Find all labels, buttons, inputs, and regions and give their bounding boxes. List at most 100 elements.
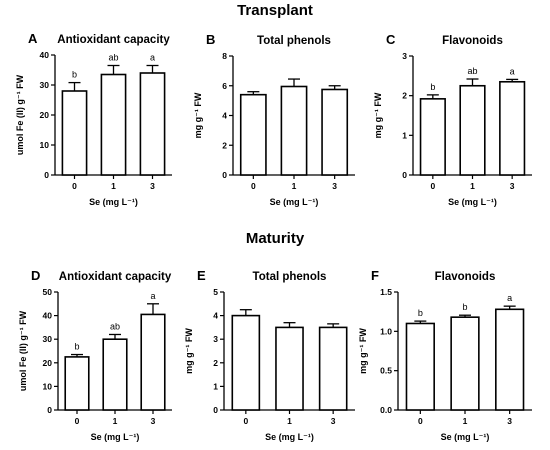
chart-panel-d: D Antioxidant capacity 0 10 20 30 40 50 b 0 ab 1 a 3 S… (18, 268, 172, 442)
y-axis-label: mg g⁻¹ FW (184, 328, 194, 374)
y-tick-label: 4 (222, 111, 227, 121)
chart-panels: A Antioxidant capacity010203040b0ab1a3Se … (15, 31, 532, 442)
y-tick-label: 6 (222, 81, 227, 91)
bar-1 (459, 84, 486, 176)
significance-letter: b (430, 82, 435, 92)
panel-letter: C (386, 32, 396, 47)
y-tick-label: 30 (40, 80, 50, 90)
y-axis-label: umol Fe (II) g⁻¹ FW (15, 74, 25, 155)
chart-panel-c: C Flavonoids 0 1 2 3 b 0 ab 1 a 3 Se (mg L⁻¹) mg g⁻¹ … (373, 32, 532, 207)
panel-title: Antioxidant capacity (59, 271, 172, 283)
bar-3 (499, 80, 526, 176)
panel-title: Antioxidant capacity (57, 34, 170, 46)
y-tick-label: 50 (43, 287, 53, 297)
bar-0 (61, 90, 88, 176)
y-tick-label: 2 (222, 140, 227, 150)
x-axis-label: Se (mg L⁻¹) (265, 432, 314, 442)
panel-title: Flavonoids (435, 271, 496, 283)
chart-panel-f: F Flavonoids 0.0 0.5 1.0 1.5 b 0 b 1 a 3 Se (mg L⁻¹)… (358, 268, 532, 442)
y-tick-label: 3 (402, 51, 407, 61)
y-tick-label: 0 (402, 170, 407, 180)
bar-3 (495, 308, 525, 411)
x-tick-label: 3 (332, 181, 337, 191)
chart-panel-b: B Total phenols 0 2 4 6 8 0 1 3 Se (mg L⁻¹) mg g⁻¹ … (193, 32, 355, 207)
section-title-maturity: Maturity (246, 230, 305, 247)
significance-letter: a (507, 293, 512, 303)
y-tick-label: 1.0 (380, 326, 392, 336)
significance-letter: ab (467, 66, 477, 76)
y-axis-label: mg g⁻¹ FW (358, 328, 368, 374)
y-tick-label: 5 (213, 287, 218, 297)
x-tick-label: 0 (251, 181, 256, 191)
y-tick-label: 1 (213, 381, 218, 391)
y-tick-label: 1 (402, 130, 407, 140)
bar-3 (318, 326, 348, 411)
y-axis-label: mg g⁻¹ FW (193, 92, 203, 138)
chart-panel-e: E Total phenols 0 1 2 3 4 5 0 1 3 Se (mg L⁻¹) mg g⁻¹… (184, 268, 355, 442)
panel-letter: B (206, 32, 215, 47)
y-tick-label: 10 (40, 140, 50, 150)
significance-letter: a (150, 53, 155, 63)
y-tick-label: 0 (222, 170, 227, 180)
y-tick-label: 10 (43, 381, 53, 391)
significance-letter: a (150, 291, 155, 301)
x-tick-label: 0 (72, 181, 77, 191)
x-tick-label: 0 (418, 416, 423, 426)
y-tick-label: 40 (40, 50, 50, 60)
y-tick-label: 30 (43, 334, 53, 344)
bar-1 (102, 338, 128, 411)
bar-0 (239, 93, 267, 176)
significance-letter: b (72, 70, 77, 80)
x-tick-label: 1 (292, 181, 297, 191)
y-tick-label: 2 (402, 91, 407, 101)
bar-3 (321, 88, 349, 176)
panel-letter: E (197, 268, 206, 283)
y-tick-label: 20 (43, 358, 53, 368)
bar-1 (275, 326, 304, 411)
y-tick-label: 4 (213, 311, 218, 321)
bar-3 (139, 72, 166, 176)
chart-panel-a: A Antioxidant capacity 0 10 20 30 40 b 0 ab 1 a 3 Se … (15, 31, 172, 207)
bar-0 (405, 322, 435, 411)
y-tick-label: 0 (44, 170, 49, 180)
significance-letter: a (510, 66, 515, 76)
bar-0 (419, 98, 446, 176)
x-tick-label: 3 (510, 181, 515, 191)
y-tick-label: 20 (40, 110, 50, 120)
panel-title: Total phenols (253, 271, 327, 283)
x-tick-label: 1 (287, 416, 292, 426)
bar-1 (450, 316, 480, 411)
x-axis-label: Se (mg L⁻¹) (270, 197, 319, 207)
x-tick-label: 1 (111, 181, 116, 191)
y-tick-label: 3 (213, 334, 218, 344)
y-tick-label: 2 (213, 358, 218, 368)
bar-0 (64, 356, 90, 411)
significance-letter: b (74, 342, 79, 352)
y-tick-label: 0.5 (380, 366, 392, 376)
significance-letter: b (462, 302, 467, 312)
y-tick-label: 0.0 (380, 405, 392, 415)
panel-title: Total phenols (257, 35, 331, 47)
x-tick-label: 0 (75, 416, 80, 426)
x-tick-label: 3 (150, 181, 155, 191)
panel-letter: F (371, 268, 379, 283)
section-title-transplant: Transplant (237, 2, 313, 19)
y-tick-label: 0 (47, 405, 52, 415)
significance-letter: ab (108, 53, 118, 63)
significance-letter: b (418, 308, 423, 318)
bar-3 (140, 313, 166, 411)
y-tick-label: 40 (43, 311, 53, 321)
x-tick-label: 1 (113, 416, 118, 426)
x-tick-label: 0 (243, 416, 248, 426)
x-axis-label: Se (mg L⁻¹) (91, 432, 140, 442)
x-tick-label: 3 (507, 416, 512, 426)
panel-title: Flavonoids (442, 35, 503, 47)
x-tick-label: 1 (470, 181, 475, 191)
y-tick-label: 8 (222, 51, 227, 61)
panel-letter: D (31, 268, 40, 283)
y-tick-label: 1.5 (380, 287, 392, 297)
x-tick-label: 3 (151, 416, 156, 426)
y-axis-label: mg g⁻¹ FW (373, 92, 383, 138)
x-tick-label: 1 (463, 416, 468, 426)
